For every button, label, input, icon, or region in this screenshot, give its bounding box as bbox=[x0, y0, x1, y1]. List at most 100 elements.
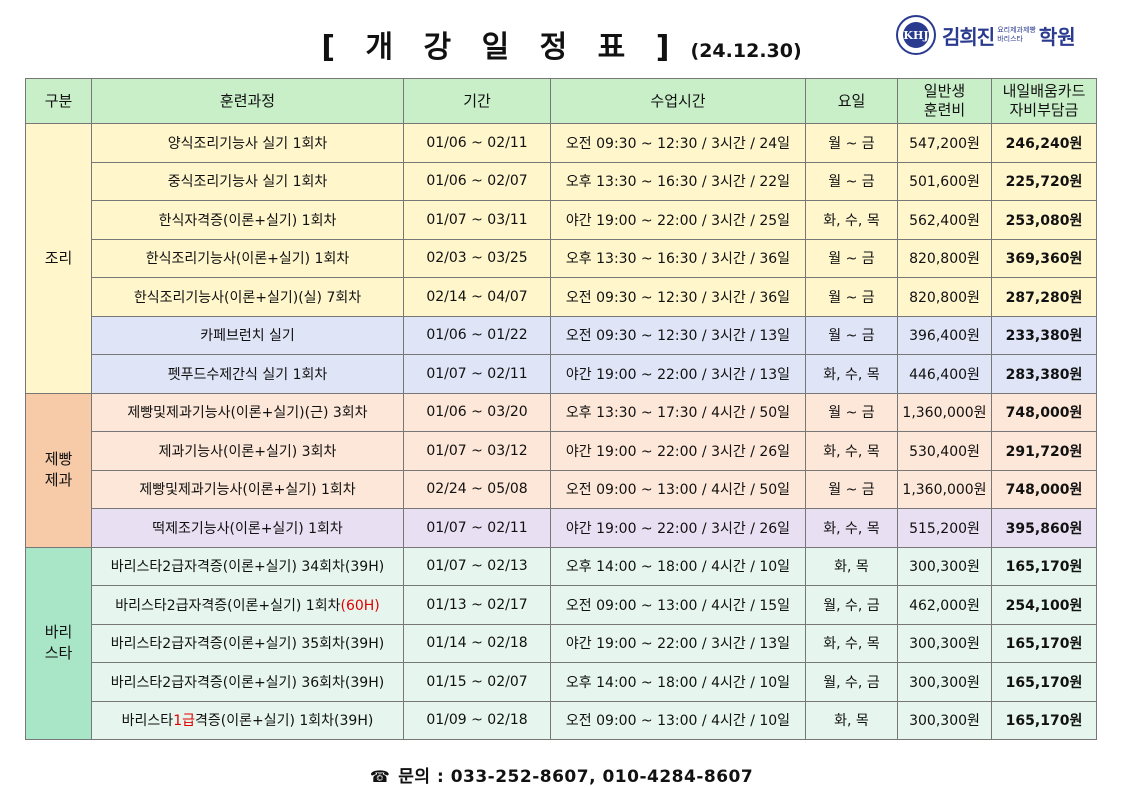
support-cell: 748,000원 bbox=[991, 392, 1097, 432]
course-cell: 한식조리기능사(이론+실기) 1회차 bbox=[91, 238, 404, 278]
period-cell: 01/07 ~ 02/11 bbox=[403, 354, 551, 394]
logo-name: 김희진 bbox=[942, 24, 995, 49]
course-cell: 펫푸드수제간식 실기 1회차 bbox=[91, 354, 404, 394]
course-cell: 한식조리기능사(이론+실기)(실) 7회차 bbox=[91, 277, 404, 317]
telephone-icon: ☎ bbox=[369, 767, 391, 786]
days-cell: 월 ~ 금 bbox=[805, 123, 898, 163]
time-cell: 오후 14:00 ~ 18:00 / 4시간 / 10일 bbox=[550, 662, 806, 702]
table-row: 조리 양식조리기능사 실기 1회차 01/06 ~ 02/11 오전 09:30 ~ … bbox=[25, 123, 1097, 394]
period-cell: 01/07 ~ 02/13 bbox=[403, 546, 551, 586]
header-time: 수업시간 bbox=[550, 78, 806, 124]
table-row: 펫푸드수제간식 실기 1회차 01/07 ~ 02/11 야간 19:00 ~ 22… bbox=[26, 354, 1097, 394]
fee-cell: 446,400원 bbox=[897, 354, 992, 394]
table-row: 카페브런치 실기 01/06 ~ 01/22 오전 09:30 ~ 12:30 / … bbox=[26, 315, 1097, 355]
fee-cell: 462,000원 bbox=[897, 585, 992, 625]
support-cell: 369,360원 bbox=[991, 238, 1097, 278]
category-label: 제빵 bbox=[44, 450, 73, 468]
header-fee: 일반생 훈련비 bbox=[897, 78, 992, 124]
course-cell: 한식자격증(이론+실기) 1회차 bbox=[91, 200, 404, 240]
period-cell: 01/07 ~ 02/11 bbox=[403, 508, 551, 548]
table-row: 바리스타2급자격증(이론+실기) 35회차(39H) 01/14 ~ 02/18 야… bbox=[26, 623, 1097, 663]
period-cell: 01/06 ~ 03/20 bbox=[403, 392, 551, 432]
category-label: 스타 bbox=[44, 644, 73, 663]
period-cell: 02/03 ~ 03/25 bbox=[403, 238, 551, 278]
contact-separator: : bbox=[436, 767, 445, 787]
header-course: 훈련과정 bbox=[91, 78, 404, 124]
course-cell: 바리스타1급격증(이론+실기) 1회차(39H) bbox=[91, 700, 404, 740]
table-row: 바리 스타 바리스타2급자격증(이론+실기) 34회차(39H) 01/07 ~ 02… bbox=[25, 546, 1097, 740]
days-cell: 월 ~ 금 bbox=[805, 238, 898, 278]
time-cell: 야간 19:00 ~ 22:00 / 3시간 / 25일 bbox=[550, 200, 806, 240]
category-label: 바리 bbox=[44, 623, 73, 642]
support-cell: 253,080원 bbox=[991, 200, 1097, 240]
support-cell: 283,380원 bbox=[991, 354, 1097, 394]
support-cell: 233,380원 bbox=[991, 315, 1097, 355]
time-cell: 오전 09:30 ~ 12:30 / 3시간 / 36일 bbox=[550, 277, 806, 317]
course-highlight: (60H) bbox=[340, 597, 380, 614]
course-highlight: 1급 bbox=[173, 713, 195, 730]
days-cell: 화, 목 bbox=[805, 700, 898, 740]
support-cell: 291,720원 bbox=[991, 431, 1097, 471]
period-cell: 01/09 ~ 02/18 bbox=[403, 700, 551, 740]
fee-cell: 547,200원 bbox=[897, 123, 992, 163]
support-cell: 225,720원 bbox=[991, 161, 1097, 201]
support-cell: 165,170원 bbox=[991, 700, 1097, 740]
table-header-row: 구분 훈련과정 기간 수업시간 요일 일반생 훈련비 내일배움카드 자비부담금 bbox=[25, 78, 1097, 124]
header-support: 내일배움카드 자비부담금 bbox=[991, 78, 1097, 124]
category-label: 조리 bbox=[44, 248, 73, 267]
table-row: 바리스타1급격증(이론+실기) 1회차(39H) 01/09 ~ 02/18 오전 … bbox=[26, 700, 1097, 740]
support-cell: 395,860원 bbox=[991, 508, 1097, 548]
time-cell: 오후 13:30 ~ 16:30 / 3시간 / 36일 bbox=[550, 238, 806, 278]
days-cell: 화, 수, 목 bbox=[805, 508, 898, 548]
logo-suffix: 학원 bbox=[1038, 24, 1076, 49]
academy-logo: KHJ 김희진 요리제과제빵 바리스타 학원 bbox=[896, 12, 1086, 58]
days-cell: 월 ~ 금 bbox=[805, 277, 898, 317]
days-cell: 월 ~ 금 bbox=[805, 161, 898, 201]
table-row: 중식조리기능사 실기 1회차 01/06 ~ 02/07 오후 13:30 ~ 16… bbox=[26, 161, 1097, 201]
days-cell: 화, 수, 목 bbox=[805, 623, 898, 663]
table-row: 바리스타2급자격증(이론+실기) 1회차(60H) 01/13 ~ 02/17 오전… bbox=[26, 585, 1097, 625]
support-cell: 165,170원 bbox=[991, 546, 1097, 586]
period-cell: 01/06 ~ 02/07 bbox=[403, 161, 551, 201]
course-cell: 제빵및제과기능사(이론+실기) 1회차 bbox=[91, 469, 404, 509]
course-name: 격증(이론+실기) 1회차(39H) bbox=[195, 713, 374, 730]
period-cell: 01/07 ~ 03/12 bbox=[403, 431, 551, 471]
support-cell: 254,100원 bbox=[991, 585, 1097, 625]
time-cell: 오전 09:00 ~ 13:00 / 4시간 / 50일 bbox=[550, 469, 806, 509]
days-cell: 화, 수, 목 bbox=[805, 431, 898, 471]
course-cell: 제빵및제과기능사(이론+실기)(근) 3회차 bbox=[91, 392, 404, 432]
time-cell: 야간 19:00 ~ 22:00 / 3시간 / 13일 bbox=[550, 354, 806, 394]
course-cell: 바리스타2급자격증(이론+실기) 1회차(60H) bbox=[91, 585, 404, 625]
days-cell: 월 ~ 금 bbox=[805, 392, 898, 432]
table-row: 제과기능사(이론+실기) 3회차 01/07 ~ 03/12 야간 19:00 ~ … bbox=[26, 431, 1097, 471]
support-cell: 287,280원 bbox=[991, 277, 1097, 317]
fee-cell: 300,300원 bbox=[897, 546, 992, 586]
table-row: 한식조리기능사(이론+실기)(실) 7회차 02/14 ~ 04/07 오전 09:… bbox=[26, 277, 1097, 317]
schedule-table: 구분 훈련과정 기간 수업시간 요일 일반생 훈련비 내일배움카드 자비부담금 조리… bbox=[25, 78, 1097, 740]
support-cell: 165,170원 bbox=[991, 662, 1097, 702]
page-date: (24.12.30) bbox=[690, 40, 802, 62]
contact-label: 문의 bbox=[398, 767, 431, 787]
table-row: 바리스타2급자격증(이론+실기) 36회차(39H) 01/15 ~ 02/07 오… bbox=[26, 662, 1097, 702]
period-cell: 01/06 ~ 02/11 bbox=[403, 123, 551, 163]
fee-cell: 300,300원 bbox=[897, 623, 992, 663]
days-cell: 월, 수, 금 bbox=[805, 585, 898, 625]
period-cell: 01/15 ~ 02/07 bbox=[403, 662, 551, 702]
table-row: 한식자격증(이론+실기) 1회차 01/07 ~ 03/11 야간 19:00 ~ … bbox=[26, 200, 1097, 240]
category-label: 제과 bbox=[44, 471, 73, 489]
support-cell: 748,000원 bbox=[991, 469, 1097, 509]
time-cell: 야간 19:00 ~ 22:00 / 3시간 / 13일 bbox=[550, 623, 806, 663]
logo-subtitle: 요리제과제빵 바리스타 bbox=[997, 26, 1036, 43]
fee-cell: 530,400원 bbox=[897, 431, 992, 471]
days-cell: 화, 수, 목 bbox=[805, 354, 898, 394]
period-cell: 01/14 ~ 02/18 bbox=[403, 623, 551, 663]
fee-cell: 501,600원 bbox=[897, 161, 992, 201]
fee-cell: 396,400원 bbox=[897, 315, 992, 355]
time-cell: 오전 09:30 ~ 12:30 / 3시간 / 13일 bbox=[550, 315, 806, 355]
course-cell: 제과기능사(이론+실기) 3회차 bbox=[91, 431, 404, 471]
time-cell: 야간 19:00 ~ 22:00 / 3시간 / 26일 bbox=[550, 431, 806, 471]
time-cell: 오전 09:30 ~ 12:30 / 3시간 / 24일 bbox=[550, 123, 806, 163]
fee-cell: 820,800원 bbox=[897, 277, 992, 317]
course-cell: 바리스타2급자격증(이론+실기) 36회차(39H) bbox=[91, 662, 404, 702]
